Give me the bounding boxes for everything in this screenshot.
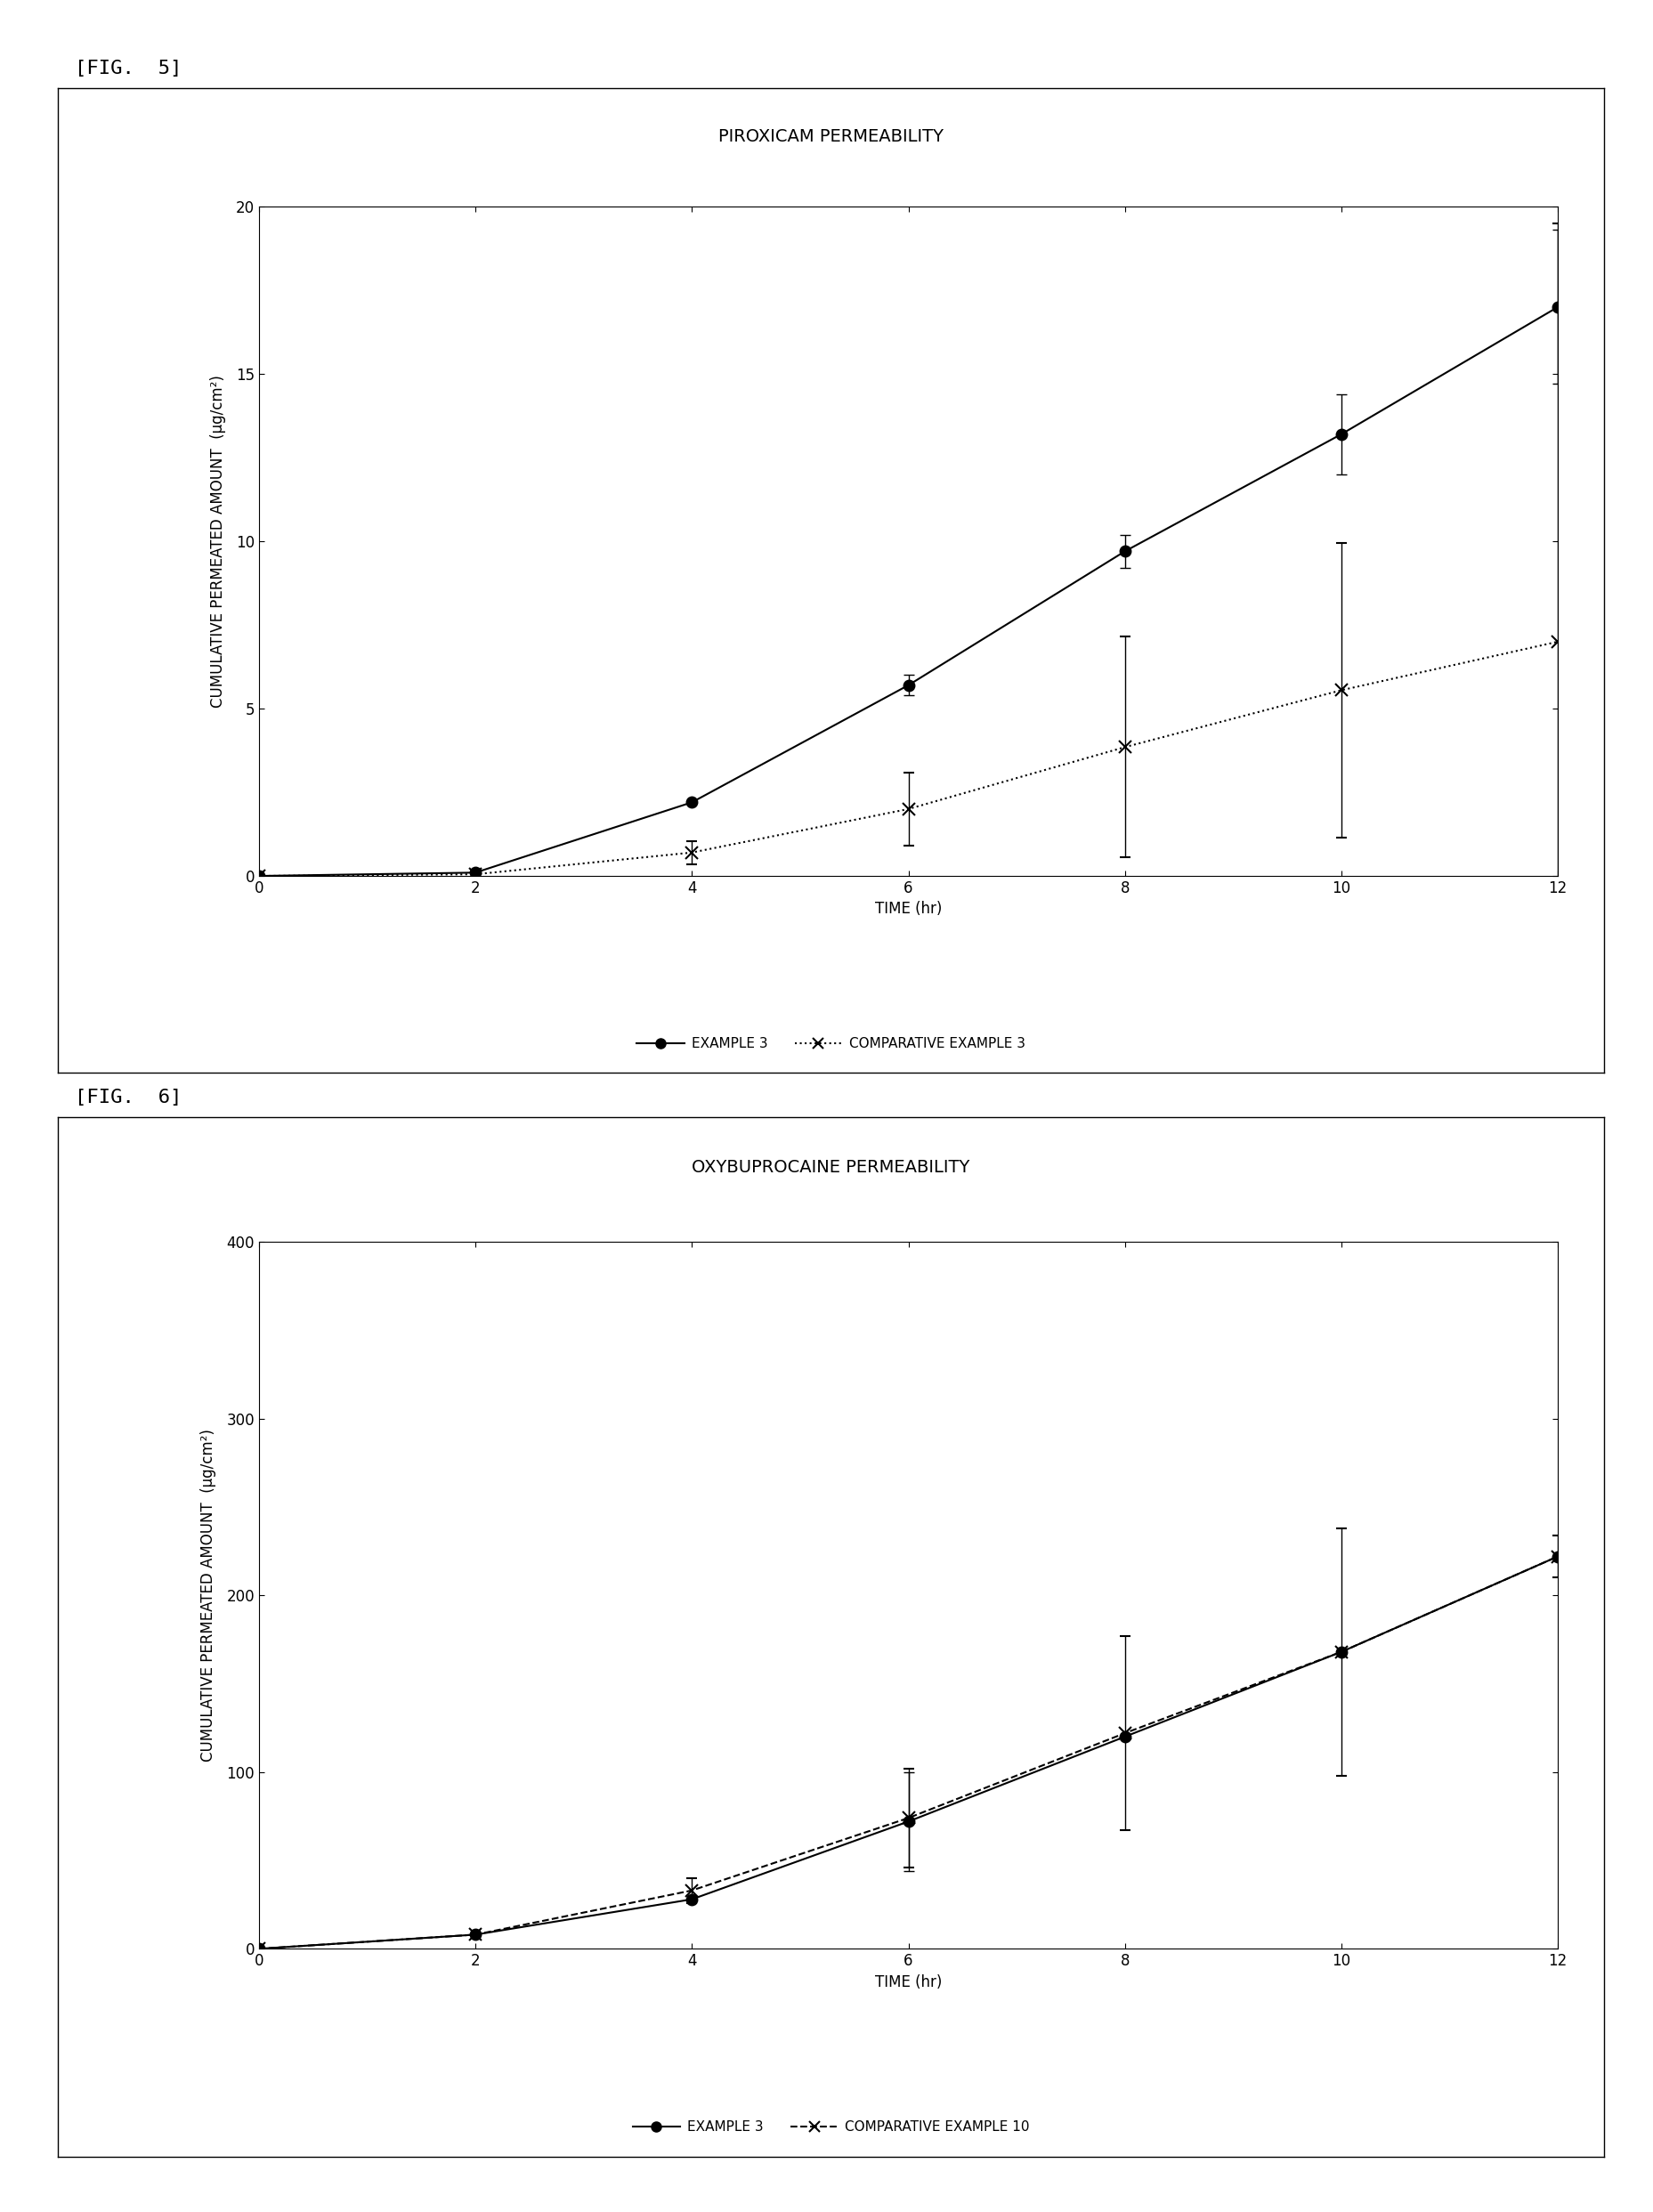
Legend: EXAMPLE 3, COMPARATIVE EXAMPLE 10: EXAMPLE 3, COMPARATIVE EXAMPLE 10 — [626, 2115, 1035, 2139]
Text: [FIG.  5]: [FIG. 5] — [74, 60, 182, 77]
Text: PIROXICAM PERMEABILITY: PIROXICAM PERMEABILITY — [717, 128, 944, 144]
X-axis label: TIME (hr): TIME (hr) — [874, 900, 942, 918]
Y-axis label: CUMULATIVE PERMEATED AMOUNT  (μg/cm²): CUMULATIVE PERMEATED AMOUNT (μg/cm²) — [200, 1429, 217, 1761]
Text: [FIG.  6]: [FIG. 6] — [74, 1088, 182, 1106]
Y-axis label: CUMULATIVE PERMEATED AMOUNT  (μg/cm²): CUMULATIVE PERMEATED AMOUNT (μg/cm²) — [210, 374, 226, 708]
Text: OXYBUPROCAINE PERMEABILITY: OXYBUPROCAINE PERMEABILITY — [691, 1159, 970, 1175]
X-axis label: TIME (hr): TIME (hr) — [874, 1973, 942, 1991]
Legend: EXAMPLE 3, COMPARATIVE EXAMPLE 3: EXAMPLE 3, COMPARATIVE EXAMPLE 3 — [631, 1033, 1030, 1055]
